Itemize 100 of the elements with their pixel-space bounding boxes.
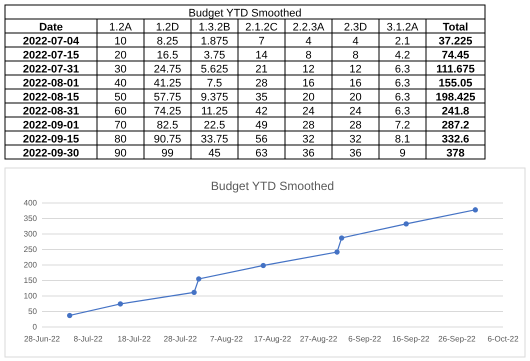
data-label: 99 (161, 148, 174, 160)
data-label: 41.25 (154, 78, 182, 90)
data-label: 16 (302, 78, 315, 90)
point (67, 312, 72, 318)
y-tick-label: 250 (24, 245, 38, 254)
x-tick-label: 2.2.3A (292, 22, 326, 34)
data-label: 20 (349, 92, 362, 104)
data-label: 4.2 (394, 50, 410, 62)
y-tick-label: 150 (24, 276, 38, 286)
x-tick-label: 2.1.2C (245, 22, 278, 34)
data-label: 35 (255, 92, 268, 104)
x-tick-label: 27-Aug-22 (300, 334, 338, 344)
data-label: 37.225 (438, 36, 472, 48)
y-tick-label: 2022-08-01 (22, 78, 80, 90)
y-tick-label: 100 (24, 292, 38, 301)
y-tick-label: 2022-08-15 (22, 92, 80, 104)
x-tick-label: 28-Jun-22 (24, 334, 61, 344)
data-label: 8 (352, 50, 359, 62)
data-label: 57.75 (154, 92, 182, 104)
data-label: 49 (255, 120, 268, 132)
x-tick-label: 1.2A (109, 22, 132, 34)
data-label: 5.625 (200, 64, 228, 76)
data-label: 4 (305, 36, 312, 48)
data-label: 28 (302, 120, 315, 132)
data-label: 74.25 (154, 106, 182, 118)
y-tick-label: 2022-08-31 (22, 106, 80, 118)
data-label: 7.2 (394, 120, 410, 132)
y-tick-label: 2022-09-01 (22, 120, 80, 132)
x-tick-label: Total (442, 22, 468, 34)
data-label: 20 (114, 50, 127, 62)
data-label: 45 (208, 148, 221, 160)
data-label: 9 (399, 148, 406, 160)
data-label: 28 (255, 78, 268, 90)
data-label: 287.2 (442, 120, 470, 132)
x-tick-label: 8-Jul-22 (74, 334, 104, 344)
y-tick-label: 400 (24, 198, 38, 208)
point (118, 301, 124, 307)
data-label: 198.425 (436, 92, 476, 104)
y-tick-label: 2022-09-30 (22, 148, 80, 160)
point (472, 207, 478, 212)
point (191, 290, 197, 296)
point (196, 276, 202, 282)
data-label: 2.1 (394, 36, 410, 48)
data-label: 90 (114, 148, 127, 160)
data-label: 74.45 (442, 50, 470, 62)
point (339, 235, 344, 241)
data-label: 21 (255, 64, 268, 76)
data-label: 82.5 (156, 120, 178, 132)
x-tick-label: 7-Aug-22 (210, 334, 244, 344)
y-tick-label: 2022-09-15 (22, 134, 80, 146)
data-label: 32 (302, 134, 315, 146)
x-tick-label: 26-Sep-22 (438, 334, 476, 344)
data-label: 14 (255, 50, 268, 62)
data-label: 30 (114, 64, 127, 76)
data-label: 7.5 (206, 78, 222, 90)
data-label: 7 (258, 36, 265, 48)
data-label: 36 (349, 148, 362, 160)
data-label: 12 (349, 64, 362, 76)
data-label: 60 (114, 106, 127, 118)
x-tick-label: 6-Sep-22 (348, 334, 382, 344)
data-label: 20 (302, 92, 315, 104)
data-label: 1.875 (200, 36, 228, 48)
data-label: 241.8 (442, 106, 470, 118)
data-label: 8.1 (394, 134, 410, 146)
data-label: 80 (114, 134, 127, 146)
data-label: 378 (446, 148, 465, 160)
data-label: 24.75 (154, 64, 182, 76)
data-label: 28 (349, 120, 362, 132)
data-label: 8.25 (156, 36, 178, 48)
y-tick-label: 0 (32, 322, 38, 332)
data-label: 16.5 (156, 50, 178, 62)
x-tick-label: 1.2D (156, 22, 180, 34)
data-label: 56 (255, 134, 268, 146)
data-label: 332.6 (442, 134, 470, 146)
y-tick-label: 300 (24, 230, 38, 239)
data-label: 4 (352, 36, 359, 48)
x-tick-label: 18-Jul-22 (118, 334, 152, 344)
point (404, 221, 409, 227)
data-label: 11.25 (201, 106, 228, 118)
data-label: 9.375 (200, 92, 228, 104)
data-label: 24 (349, 106, 362, 118)
y-tick-label: 350 (24, 214, 38, 224)
x-tick-label: 3.1.2A (386, 22, 420, 34)
data-label: 33.75 (200, 134, 228, 146)
data-label: 16 (349, 78, 362, 90)
data-label: 6.3 (394, 92, 410, 104)
data-label: 3.75 (204, 50, 226, 62)
x-tick-label: 1.3.2B (198, 22, 230, 34)
y-tick-label: 50 (28, 307, 38, 316)
data-label: 111.675 (436, 64, 475, 76)
chart-title: Budget YTD Smoothed (188, 8, 302, 20)
chart-title: Budget YTD Smoothed (210, 179, 334, 193)
data-label: 10 (114, 36, 127, 48)
y-axis-title: Date (39, 22, 63, 34)
x-tick-label: 2.3D (344, 22, 368, 34)
y-tick-label: 2022-07-31 (22, 64, 80, 76)
x-tick-label: 6-Oct-22 (487, 334, 520, 344)
x-tick-label: 28-Jul-22 (164, 334, 198, 344)
data-label: 36 (302, 148, 315, 160)
data-label: 63 (255, 148, 268, 160)
